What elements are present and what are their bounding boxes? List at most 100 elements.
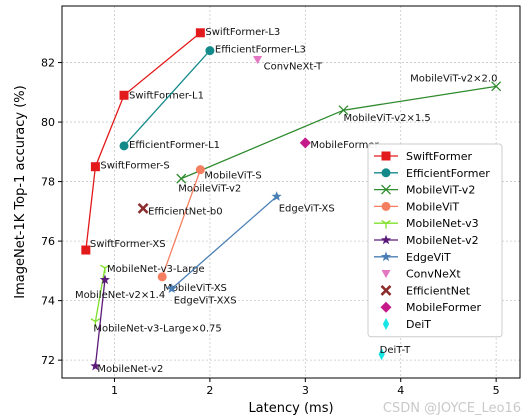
x-stroke — [491, 81, 502, 92]
data-point — [90, 318, 101, 327]
data-point — [166, 283, 177, 294]
watermark-text: CSDN @JOYCE_Leo16 — [382, 401, 521, 416]
data-label: ConvNeXt-T — [264, 62, 323, 73]
legend-marker — [380, 234, 392, 245]
y-tick-label: 78 — [41, 176, 55, 189]
data-label: DeiT-T — [380, 345, 412, 356]
series-convnext: ConvNeXt-T — [253, 55, 323, 73]
legend-item: ConvNeXt — [381, 268, 461, 281]
legend-marker — [381, 201, 391, 211]
series-line — [161, 169, 202, 278]
data-label: EfficientNet-b0 — [148, 206, 223, 217]
series-line — [94, 279, 106, 367]
data-label: SwiftFormer-S — [100, 161, 169, 172]
plot-frame — [61, 5, 521, 379]
legend-label: EfficientFormer — [406, 167, 490, 180]
legend-marker — [381, 219, 391, 229]
tri-stroke — [90, 318, 96, 323]
series-mobilenet-v2: MobileNet-v2 MobileNet-v2×1.4 — [75, 274, 165, 375]
x-tick-label: 5 — [493, 384, 500, 397]
legend-item: MobileNet-v2 — [374, 234, 479, 247]
y-tick-label: 74 — [41, 295, 55, 308]
legend-item: MobileNet-v3 — [374, 217, 479, 230]
data-point — [271, 191, 282, 201]
legend-marker — [380, 301, 392, 313]
x-tick-label: 1 — [111, 384, 118, 397]
data-point — [195, 28, 205, 38]
tri-stroke — [100, 264, 106, 269]
data-label: EfficientFormer-L1 — [129, 140, 220, 151]
legend-marker — [381, 151, 391, 161]
legend-label: MobileNet-v3 — [406, 217, 479, 230]
data-label: EfficientFormer-L3 — [215, 45, 306, 56]
series-line — [171, 196, 278, 290]
series-line — [94, 267, 106, 322]
data-label: SwiftFormer-XS — [90, 239, 166, 250]
legend-label: SwiftFormer — [406, 150, 473, 163]
data-point — [119, 141, 129, 151]
x-tick-label: 3 — [302, 384, 309, 397]
data-point — [253, 55, 263, 65]
x-tick-label: 2 — [206, 384, 213, 397]
data-label: MobileNet-v2×1.4 — [75, 290, 165, 301]
legend-marker — [381, 270, 391, 279]
data-label: SwiftFormer-L3 — [205, 27, 280, 38]
legend-label: MobileViT — [406, 200, 459, 213]
legend-item: MobileViT — [374, 200, 459, 213]
legend-marker — [381, 184, 391, 195]
data-point — [90, 360, 101, 371]
legend-item: DeiT — [382, 318, 431, 331]
x-stroke — [176, 173, 187, 184]
series-deit: DeiT-T — [378, 345, 412, 361]
legend-item: MobileFormer — [380, 301, 482, 314]
data-label: MobileNet-v3-Large — [107, 264, 205, 275]
series-mobilevit-v2: MobileViT-v2 MobileViT-v2×1.5 MobileViT-v2… — [176, 73, 502, 195]
data-label: MobileNet-v3-Large×0.75 — [93, 323, 221, 334]
data-point — [338, 105, 349, 116]
legend: SwiftFormer EfficientFormer MobileViT-v2 Mo… — [367, 143, 503, 338]
data-label: EdgeViT-XS — [279, 203, 335, 214]
series-edgevit: EdgeViT-XXS EdgeViT-XS — [166, 191, 335, 307]
data-point — [119, 90, 129, 100]
data-point — [81, 245, 91, 255]
legend-marker — [381, 168, 391, 178]
legend-label: MobileNet-v2 — [406, 234, 479, 247]
data-point — [137, 202, 149, 214]
data-label: MobileViT-v2×1.5 — [343, 113, 430, 124]
legend-item: EdgeViT — [374, 251, 451, 264]
data-point — [491, 81, 502, 92]
data-label: MobileViT-v2×2.0 — [410, 73, 497, 84]
y-tick-label: 72 — [41, 354, 55, 367]
series-swiftformer: SwiftFormer-XS SwiftFormer-S SwiftFormer-L… — [81, 27, 280, 255]
legend-box — [367, 143, 503, 338]
x-stroke — [338, 105, 349, 116]
x-stroke — [137, 202, 149, 214]
y-tick-label: 82 — [41, 57, 55, 70]
data-label: MobileViT-XS — [163, 283, 227, 294]
legend-marker — [380, 251, 392, 262]
data-point — [378, 348, 385, 361]
series-mobilenet-v3: MobileNet-v3-Large×0.75 MobileNet-v3-Larg… — [90, 264, 222, 334]
series-line — [85, 32, 201, 251]
data-point — [205, 46, 215, 56]
y-tick-label: 80 — [41, 116, 55, 129]
legend-marker — [380, 284, 392, 296]
series-efficientnet: EfficientNet-b0 — [137, 202, 223, 217]
y-tick-label: 76 — [41, 235, 55, 248]
data-point — [157, 272, 167, 282]
data-label: MobileFormer — [310, 140, 379, 151]
data-label: SwiftFormer-L1 — [129, 90, 204, 101]
tri-stroke — [104, 264, 110, 269]
data-point — [299, 137, 311, 149]
legend-label: ConvNeXt — [406, 268, 461, 281]
data-label: MobileViT-S — [204, 171, 261, 182]
legend-label: DeiT — [406, 318, 431, 331]
x-axis-label: Latency (ms) — [248, 401, 333, 416]
x-stroke — [381, 184, 391, 195]
legend-item: MobileViT-v2 — [374, 184, 475, 197]
x-tick-label: 4 — [397, 384, 404, 397]
tri-stroke — [381, 219, 387, 224]
series-line — [123, 50, 211, 147]
legend-label: MobileFormer — [406, 301, 482, 314]
legend-label: EdgeViT — [406, 251, 451, 264]
